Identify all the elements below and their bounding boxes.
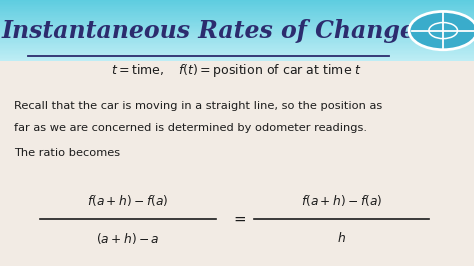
Polygon shape [0, 39, 474, 40]
Polygon shape [0, 45, 474, 47]
Polygon shape [0, 51, 474, 53]
Polygon shape [0, 38, 474, 39]
Polygon shape [0, 31, 474, 32]
Polygon shape [0, 57, 474, 59]
Polygon shape [0, 21, 474, 22]
Polygon shape [0, 1, 474, 2]
Polygon shape [0, 27, 474, 28]
Polygon shape [0, 50, 474, 51]
Polygon shape [0, 10, 474, 11]
Polygon shape [0, 29, 474, 31]
Polygon shape [0, 15, 474, 16]
Text: $=$: $=$ [231, 211, 247, 226]
Polygon shape [0, 60, 474, 61]
Polygon shape [0, 2, 474, 4]
Text: far as we are concerned is determined by odometer readings.: far as we are concerned is determined by… [14, 123, 367, 133]
Polygon shape [0, 24, 474, 26]
Polygon shape [0, 14, 474, 15]
Polygon shape [0, 18, 474, 20]
Text: Recall that the car is moving in a straight line, so the position as: Recall that the car is moving in a strai… [14, 101, 383, 111]
Polygon shape [0, 34, 474, 35]
Polygon shape [0, 6, 474, 7]
Polygon shape [0, 5, 474, 6]
Polygon shape [0, 4, 474, 5]
Text: $f(a+h) - f(a)$: $f(a+h) - f(a)$ [87, 193, 169, 208]
Text: $f(a+h) - f(a)$: $f(a+h) - f(a)$ [301, 193, 382, 208]
Polygon shape [0, 49, 474, 50]
Polygon shape [0, 22, 474, 23]
Text: $h$: $h$ [337, 231, 346, 245]
Text: $(a+h) - a$: $(a+h) - a$ [96, 231, 160, 246]
Polygon shape [0, 35, 474, 37]
Polygon shape [0, 17, 474, 18]
Polygon shape [0, 11, 474, 12]
Polygon shape [0, 23, 474, 24]
Polygon shape [0, 20, 474, 21]
Polygon shape [0, 12, 474, 14]
Polygon shape [0, 16, 474, 17]
Polygon shape [0, 61, 474, 266]
Polygon shape [0, 26, 474, 27]
Polygon shape [0, 32, 474, 33]
Text: Instantaneous Rates of Change: Instantaneous Rates of Change [1, 19, 416, 43]
Polygon shape [0, 40, 474, 41]
Polygon shape [0, 55, 474, 56]
Polygon shape [0, 48, 474, 49]
Polygon shape [0, 37, 474, 38]
Polygon shape [0, 56, 474, 57]
Polygon shape [0, 33, 474, 34]
Polygon shape [0, 28, 474, 29]
Polygon shape [0, 54, 474, 55]
Circle shape [409, 11, 474, 50]
Polygon shape [0, 9, 474, 10]
Text: $t = \mathrm{time},\quad f(t) = \mathrm{position\ of\ car\ at\ time}\ t$: $t = \mathrm{time},\quad f(t) = \mathrm{… [111, 62, 363, 79]
Polygon shape [0, 59, 474, 60]
Polygon shape [0, 41, 474, 43]
Text: The ratio becomes: The ratio becomes [14, 148, 120, 158]
Polygon shape [0, 7, 474, 9]
Polygon shape [0, 47, 474, 48]
Polygon shape [0, 0, 474, 1]
Polygon shape [0, 43, 474, 44]
Polygon shape [0, 44, 474, 45]
Polygon shape [0, 53, 474, 54]
